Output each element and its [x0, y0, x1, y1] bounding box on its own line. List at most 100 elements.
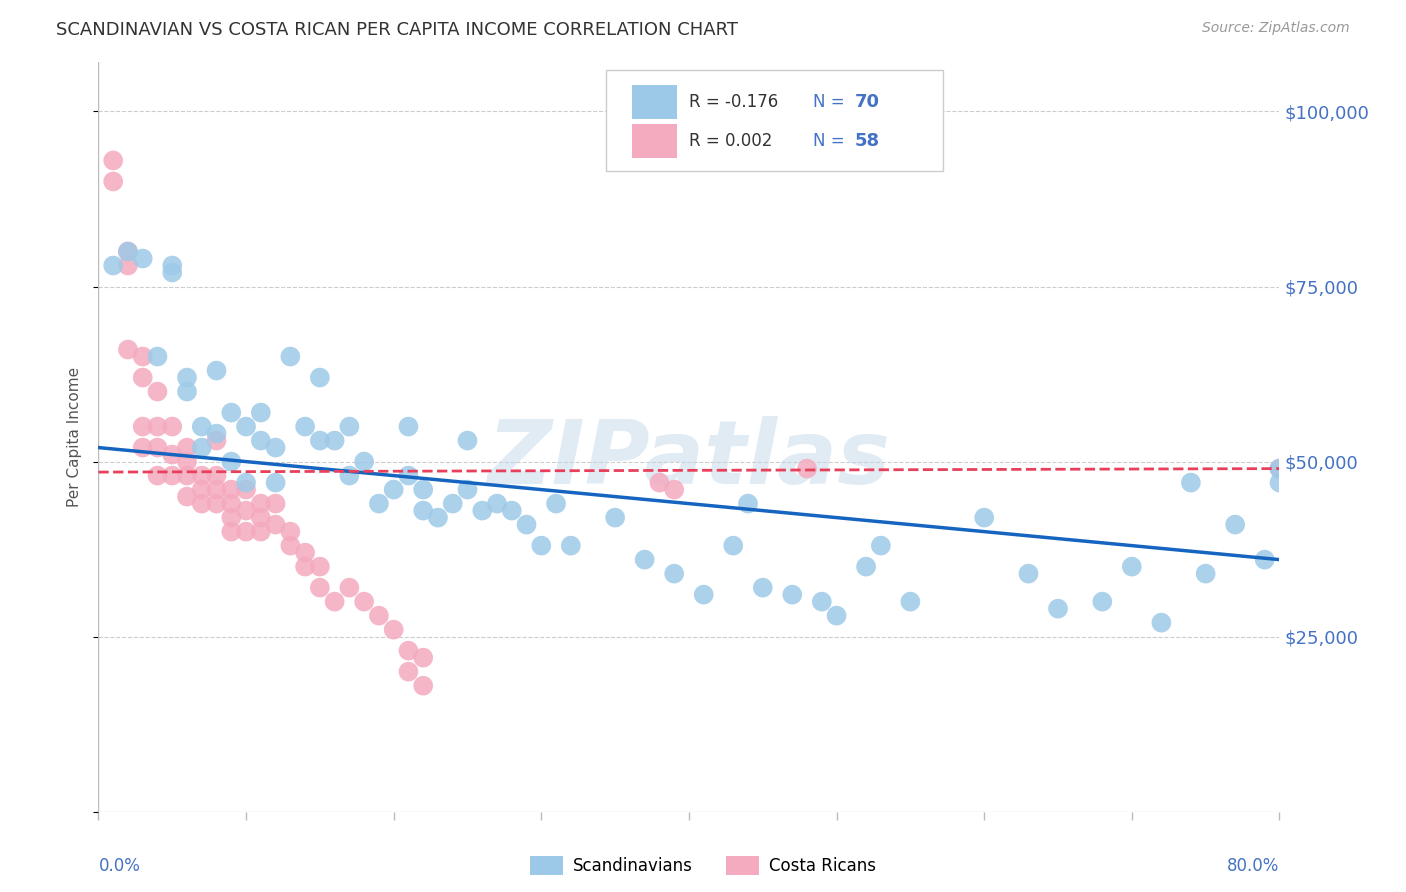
Point	[146, 419, 169, 434]
Point	[264, 475, 287, 490]
Point	[900, 594, 922, 608]
Point	[339, 468, 361, 483]
Point	[1268, 461, 1291, 475]
Point	[294, 546, 316, 560]
Point	[973, 510, 995, 524]
Point	[103, 153, 125, 168]
Point	[221, 524, 243, 539]
Point	[117, 343, 139, 357]
Point	[162, 468, 183, 483]
Point	[412, 483, 434, 497]
Point	[1225, 517, 1247, 532]
Point	[176, 370, 198, 384]
Text: 0.0%: 0.0%	[98, 856, 141, 875]
Point	[235, 419, 257, 434]
Point	[1150, 615, 1173, 630]
Text: Source: ZipAtlas.com: Source: ZipAtlas.com	[1202, 21, 1350, 36]
Point	[132, 441, 155, 455]
Point	[146, 441, 169, 455]
Point	[235, 503, 257, 517]
Point	[221, 510, 243, 524]
Text: SCANDINAVIAN VS COSTA RICAN PER CAPITA INCOME CORRELATION CHART: SCANDINAVIAN VS COSTA RICAN PER CAPITA I…	[56, 21, 738, 39]
Point	[103, 174, 125, 188]
Point	[1195, 566, 1218, 581]
Point	[825, 608, 848, 623]
Point	[280, 539, 302, 553]
Point	[132, 252, 155, 266]
Point	[457, 434, 479, 448]
Point	[501, 503, 523, 517]
Point	[132, 419, 155, 434]
Point	[103, 259, 125, 273]
Point	[323, 594, 346, 608]
Point	[264, 441, 287, 455]
Point	[205, 468, 228, 483]
Point	[339, 581, 361, 595]
Point	[870, 539, 893, 553]
Point	[398, 665, 420, 679]
Point	[294, 559, 316, 574]
FancyBboxPatch shape	[606, 70, 943, 171]
Point	[146, 350, 169, 364]
Point	[605, 510, 627, 524]
Point	[176, 468, 198, 483]
Point	[1254, 552, 1277, 566]
Point	[339, 419, 361, 434]
Point	[811, 594, 834, 608]
Point	[221, 497, 243, 511]
Point	[191, 468, 214, 483]
Point	[235, 475, 257, 490]
Point	[516, 517, 538, 532]
Text: R = -0.176: R = -0.176	[689, 93, 778, 111]
Point	[634, 552, 657, 566]
Point	[1268, 475, 1291, 490]
Point	[250, 406, 273, 420]
Point	[530, 539, 553, 553]
Point	[162, 419, 183, 434]
Point	[250, 434, 273, 448]
Point	[294, 419, 316, 434]
Text: 70: 70	[855, 93, 879, 111]
Point	[368, 608, 391, 623]
Point	[1121, 559, 1143, 574]
Point	[250, 510, 273, 524]
Point	[117, 244, 139, 259]
Point	[146, 468, 169, 483]
Text: 80.0%: 80.0%	[1227, 856, 1279, 875]
Point	[382, 623, 405, 637]
FancyBboxPatch shape	[633, 124, 678, 159]
Point	[737, 497, 759, 511]
Point	[205, 363, 228, 377]
Point	[205, 483, 228, 497]
Point	[280, 350, 302, 364]
Point	[752, 581, 775, 595]
Point	[782, 588, 804, 602]
Point	[382, 483, 405, 497]
Point	[398, 419, 420, 434]
Text: ZIPatlas: ZIPatlas	[488, 416, 890, 503]
Point	[191, 483, 214, 497]
Point	[250, 524, 273, 539]
Point	[1268, 461, 1291, 475]
Point	[546, 497, 568, 511]
Point	[162, 266, 183, 280]
Point	[280, 524, 302, 539]
Point	[176, 384, 198, 399]
Point	[664, 483, 686, 497]
Point	[441, 497, 464, 511]
Point	[205, 497, 228, 511]
Point	[723, 539, 745, 553]
Text: 58: 58	[855, 132, 879, 151]
Text: N =: N =	[813, 132, 849, 151]
Point	[205, 426, 228, 441]
Point	[1018, 566, 1040, 581]
Point	[398, 643, 420, 657]
Point	[264, 497, 287, 511]
Point	[117, 259, 139, 273]
Point	[368, 497, 391, 511]
Legend: Scandinavians, Costa Ricans: Scandinavians, Costa Ricans	[523, 849, 883, 882]
Point	[353, 454, 375, 468]
Point	[412, 679, 434, 693]
Point	[146, 384, 169, 399]
Point	[457, 483, 479, 497]
